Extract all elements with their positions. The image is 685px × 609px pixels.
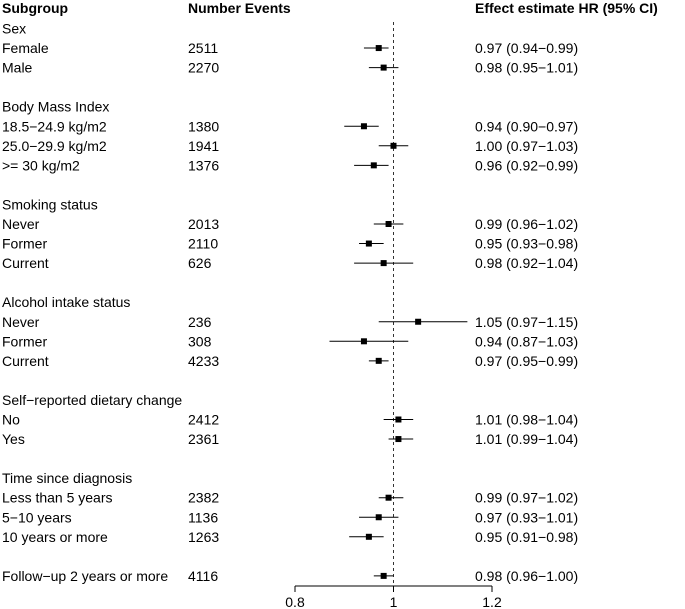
events-value: 2270 <box>188 60 219 76</box>
subgroup-label: Follow−up 2 years or more <box>2 568 168 584</box>
group-label: Body Mass Index <box>2 99 109 115</box>
hr-point <box>365 533 372 540</box>
effect-estimate-text: 0.97 (0.94−0.99) <box>475 40 578 56</box>
effect-estimate-text: 0.98 (0.96−1.00) <box>475 568 578 584</box>
hr-point <box>380 572 387 579</box>
x-tick-label: 0.8 <box>285 594 305 609</box>
hr-point <box>380 260 387 267</box>
group-label: Smoking status <box>2 196 98 212</box>
effect-estimate-text: 0.97 (0.95−0.99) <box>475 353 578 369</box>
events-value: 308 <box>188 333 212 349</box>
header-subgroup: Subgroup <box>2 0 68 16</box>
subgroup-label: 10 years or more <box>2 529 108 545</box>
subgroup-label: 5−10 years <box>2 509 72 525</box>
subgroup-label: Never <box>2 314 40 330</box>
events-value: 626 <box>188 255 212 271</box>
effect-estimate-text: 0.95 (0.93−0.98) <box>475 236 578 252</box>
effect-estimate-text: 0.99 (0.97−1.02) <box>475 490 578 506</box>
hr-point <box>385 494 392 501</box>
hr-point <box>395 436 402 443</box>
hr-point <box>370 162 377 169</box>
subgroup-label: No <box>2 412 20 428</box>
effect-estimate-text: 0.98 (0.92−1.04) <box>475 255 578 271</box>
effect-estimate-text: 1.00 (0.97−1.03) <box>475 138 578 154</box>
hr-point <box>360 338 367 345</box>
x-tick-label: 1.2 <box>482 594 502 609</box>
hr-point <box>415 318 422 325</box>
subgroup-label: Male <box>2 60 33 76</box>
subgroup-label: 25.0−29.9 kg/m2 <box>2 138 107 154</box>
events-value: 2412 <box>188 412 219 428</box>
events-value: 2013 <box>188 216 219 232</box>
effect-estimate-text: 0.94 (0.90−0.97) <box>475 118 578 134</box>
events-value: 236 <box>188 314 212 330</box>
events-value: 4233 <box>188 353 219 369</box>
events-value: 1376 <box>188 157 219 173</box>
hr-point <box>390 142 397 149</box>
events-value: 2361 <box>188 431 219 447</box>
subgroup-label: Current <box>2 255 49 271</box>
group-label: Alcohol intake status <box>2 294 130 310</box>
effect-estimate-text: 1.01 (0.98−1.04) <box>475 412 578 428</box>
effect-estimate-text: 1.01 (0.99−1.04) <box>475 431 578 447</box>
events-value: 2511 <box>188 40 218 56</box>
effect-estimate-text: 0.97 (0.93−1.01) <box>475 509 578 525</box>
subgroup-label: Former <box>2 333 47 349</box>
events-value: 2382 <box>188 490 219 506</box>
subgroup-label: 18.5−24.9 kg/m2 <box>2 118 107 134</box>
hr-point <box>360 123 367 130</box>
forest-rows: Sex Female 2511 0.97 (0.94−0.99) Male 2270 0.9… <box>2 21 578 584</box>
subgroup-label: Yes <box>2 431 25 447</box>
subgroup-label: Former <box>2 236 47 252</box>
subgroup-label: Never <box>2 216 40 232</box>
effect-estimate-text: 0.99 (0.96−1.02) <box>475 216 578 232</box>
events-value: 1136 <box>188 509 218 525</box>
effect-estimate-text: 0.94 (0.87−1.03) <box>475 333 578 349</box>
hr-point <box>375 514 382 521</box>
group-label: Self−reported dietary change <box>2 392 182 408</box>
hr-point <box>380 64 387 71</box>
hr-point <box>365 240 372 247</box>
effect-estimate-text: 0.95 (0.91−0.98) <box>475 529 578 545</box>
events-value: 4116 <box>188 568 218 584</box>
header-number-events: Number Events <box>188 0 291 16</box>
x-axis: 0.8 1 1.2 <box>285 22 502 609</box>
events-value: 1941 <box>188 138 219 154</box>
group-label: Time since diagnosis <box>2 470 132 486</box>
events-value: 2110 <box>188 236 218 252</box>
header-effect-estimate: Effect estimate HR (95% CI) <box>475 0 658 16</box>
x-tick-label: 1 <box>390 594 398 609</box>
hr-point <box>375 45 382 52</box>
effect-estimate-text: 1.05 (0.97−1.15) <box>475 314 578 330</box>
subgroup-label: Female <box>2 40 49 56</box>
subgroup-label: Current <box>2 353 49 369</box>
group-label: Sex <box>2 21 26 37</box>
subgroup-label: Less than 5 years <box>2 490 113 506</box>
hr-point <box>385 221 392 227</box>
events-value: 1380 <box>188 118 219 134</box>
hr-point <box>375 357 382 364</box>
hr-point <box>395 416 402 423</box>
events-value: 1263 <box>188 529 219 545</box>
subgroup-label: >= 30 kg/m2 <box>2 157 80 173</box>
effect-estimate-text: 0.98 (0.95−1.01) <box>475 60 578 76</box>
effect-estimate-text: 0.96 (0.92−0.99) <box>475 157 578 173</box>
